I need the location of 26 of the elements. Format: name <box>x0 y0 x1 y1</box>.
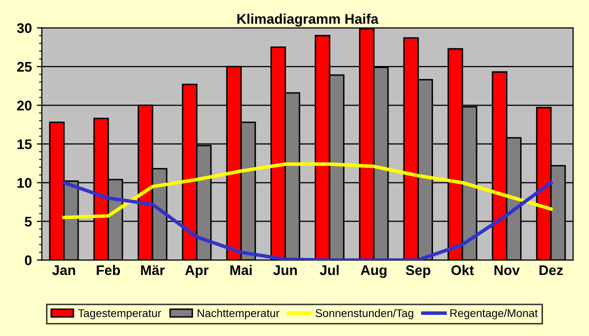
y-tick-label: 30 <box>16 23 32 34</box>
x-tick-label: Jul <box>320 264 339 276</box>
x-tick-label: Jan <box>52 265 76 276</box>
x-tick-label: Feb <box>96 264 120 276</box>
x-tick-label: Sep <box>406 265 430 278</box>
x-tick-label: Okt <box>451 264 474 276</box>
legend-label: Regentage/Monat <box>450 308 538 320</box>
legend-label: Nachttemperatur <box>198 308 280 320</box>
x-tick-label: Nov <box>494 265 520 276</box>
y-tick-label: 0 <box>24 255 32 266</box>
line-series <box>62 162 553 220</box>
x-tick-label: Apr <box>185 265 209 278</box>
x-tick-label: Mär <box>141 265 165 276</box>
legend-label: Sonnenstunden/Tag <box>316 308 414 320</box>
chart-title: Klimadiagramm Haifa <box>237 14 379 27</box>
x-tick-label: Jun <box>273 265 297 276</box>
y-tick-label: 25 <box>17 62 32 72</box>
x-tick-label: Dez <box>540 265 563 276</box>
y-tick-label: 5 <box>24 216 32 227</box>
x-tick-label: Mai <box>230 264 252 276</box>
line-series <box>62 180 553 260</box>
x-tick-label: Aug <box>360 265 386 278</box>
y-tick-label: 10 <box>18 178 32 188</box>
y-tick-label: 20 <box>17 100 32 110</box>
legend-label: Tagestemperatur <box>78 309 162 320</box>
y-tick-label: 15 <box>18 139 32 150</box>
